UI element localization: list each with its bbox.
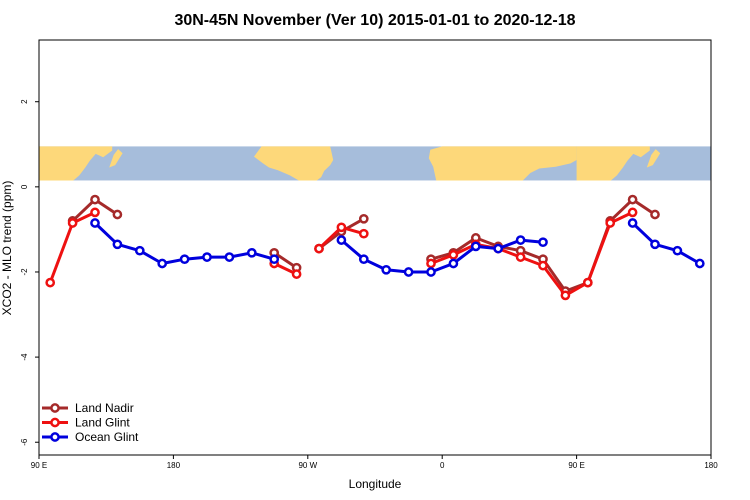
- japan: [109, 149, 123, 168]
- data-point: [650, 239, 660, 250]
- data-point: [403, 267, 414, 277]
- data-point: [426, 258, 436, 269]
- chart-title: 30N-45N November (Ver 10) 2015-01-01 to …: [174, 12, 575, 29]
- data-point: [358, 213, 369, 224]
- legend-marker: [50, 403, 60, 413]
- data-point: [90, 207, 100, 218]
- north-america-landmass: [254, 146, 334, 181]
- data-point: [202, 252, 212, 262]
- series-layer: [45, 194, 705, 301]
- data-point: [538, 260, 548, 271]
- data-point: [448, 258, 459, 269]
- japan-east: [646, 149, 661, 168]
- data-point: [627, 207, 638, 218]
- data-point: [291, 269, 302, 279]
- data-point: [515, 235, 526, 245]
- data-point: [381, 264, 392, 275]
- x-tick-label: 90 E: [31, 461, 47, 470]
- x-tick-label: 90 E: [568, 461, 584, 470]
- data-point: [426, 267, 436, 277]
- legend-item-land-nadir: Land Nadir: [42, 401, 134, 415]
- data-point: [269, 254, 280, 265]
- legend-marker: [50, 432, 60, 442]
- data-point: [515, 252, 526, 262]
- data-point: [224, 252, 235, 262]
- data-point: [493, 243, 504, 254]
- data-point: [560, 290, 571, 301]
- legend-label: Land Nadir: [75, 401, 134, 415]
- data-point: [67, 218, 78, 228]
- legend-marker: [50, 417, 60, 428]
- series-ocean-glint: [90, 218, 705, 277]
- legend-item-ocean-glint: Ocean Glint: [42, 430, 139, 444]
- data-point: [538, 237, 548, 248]
- data-point: [627, 218, 638, 228]
- legend-label: Ocean Glint: [75, 430, 139, 444]
- data-point: [314, 243, 324, 254]
- data-point: [246, 247, 257, 258]
- data-point: [336, 222, 347, 233]
- data-point: [112, 209, 123, 220]
- y-tick-label: -2: [20, 268, 29, 276]
- y-axis: 2 0 -2 -4 -6: [20, 99, 39, 446]
- x-axis-title: Longitude: [349, 477, 402, 491]
- x-tick-label: 180: [167, 461, 181, 470]
- plot-frame: [38, 39, 712, 456]
- series-land-glint: [45, 207, 638, 301]
- data-point: [694, 258, 705, 269]
- series-land-nadir: [67, 194, 660, 296]
- legend-label: Land Glint: [75, 416, 130, 430]
- asia-landmass: [39, 146, 113, 181]
- data-point: [358, 228, 369, 239]
- data-point: [582, 277, 593, 288]
- x-axis: 90 E 180 90 W 0 90 E 180: [31, 455, 718, 470]
- data-point: [179, 254, 190, 265]
- y-tick-label: 0: [20, 184, 29, 189]
- data-point: [672, 245, 683, 256]
- series-line: [430, 211, 634, 297]
- data-point: [627, 194, 638, 205]
- data-point: [45, 277, 56, 288]
- world-map-band: [39, 146, 711, 181]
- data-point: [358, 254, 369, 265]
- data-point: [448, 250, 459, 260]
- series-line: [631, 221, 701, 265]
- x-tick-label: 0: [440, 461, 445, 470]
- series-line: [340, 238, 544, 274]
- y-tick-label: 2: [20, 99, 29, 104]
- legend-item-land-glint: Land Glint: [42, 416, 130, 430]
- data-point: [157, 258, 168, 269]
- data-point: [650, 209, 660, 220]
- data-point: [90, 194, 100, 205]
- x-tick-label: 90 W: [298, 461, 317, 470]
- eurasia-africa-landmass: [428, 146, 577, 181]
- data-point: [134, 245, 145, 256]
- data-point: [112, 239, 123, 250]
- data-point: [90, 218, 100, 228]
- data-point: [470, 241, 481, 252]
- x-tick-label: 180: [704, 461, 718, 470]
- y-tick-label: -4: [20, 353, 29, 361]
- data-point: [605, 218, 616, 228]
- y-tick-label: -6: [20, 438, 29, 446]
- y-axis-title: XCO2 - MLO trend (ppm): [0, 181, 14, 316]
- asia-landmass-east: [576, 146, 650, 181]
- data-point: [336, 235, 347, 245]
